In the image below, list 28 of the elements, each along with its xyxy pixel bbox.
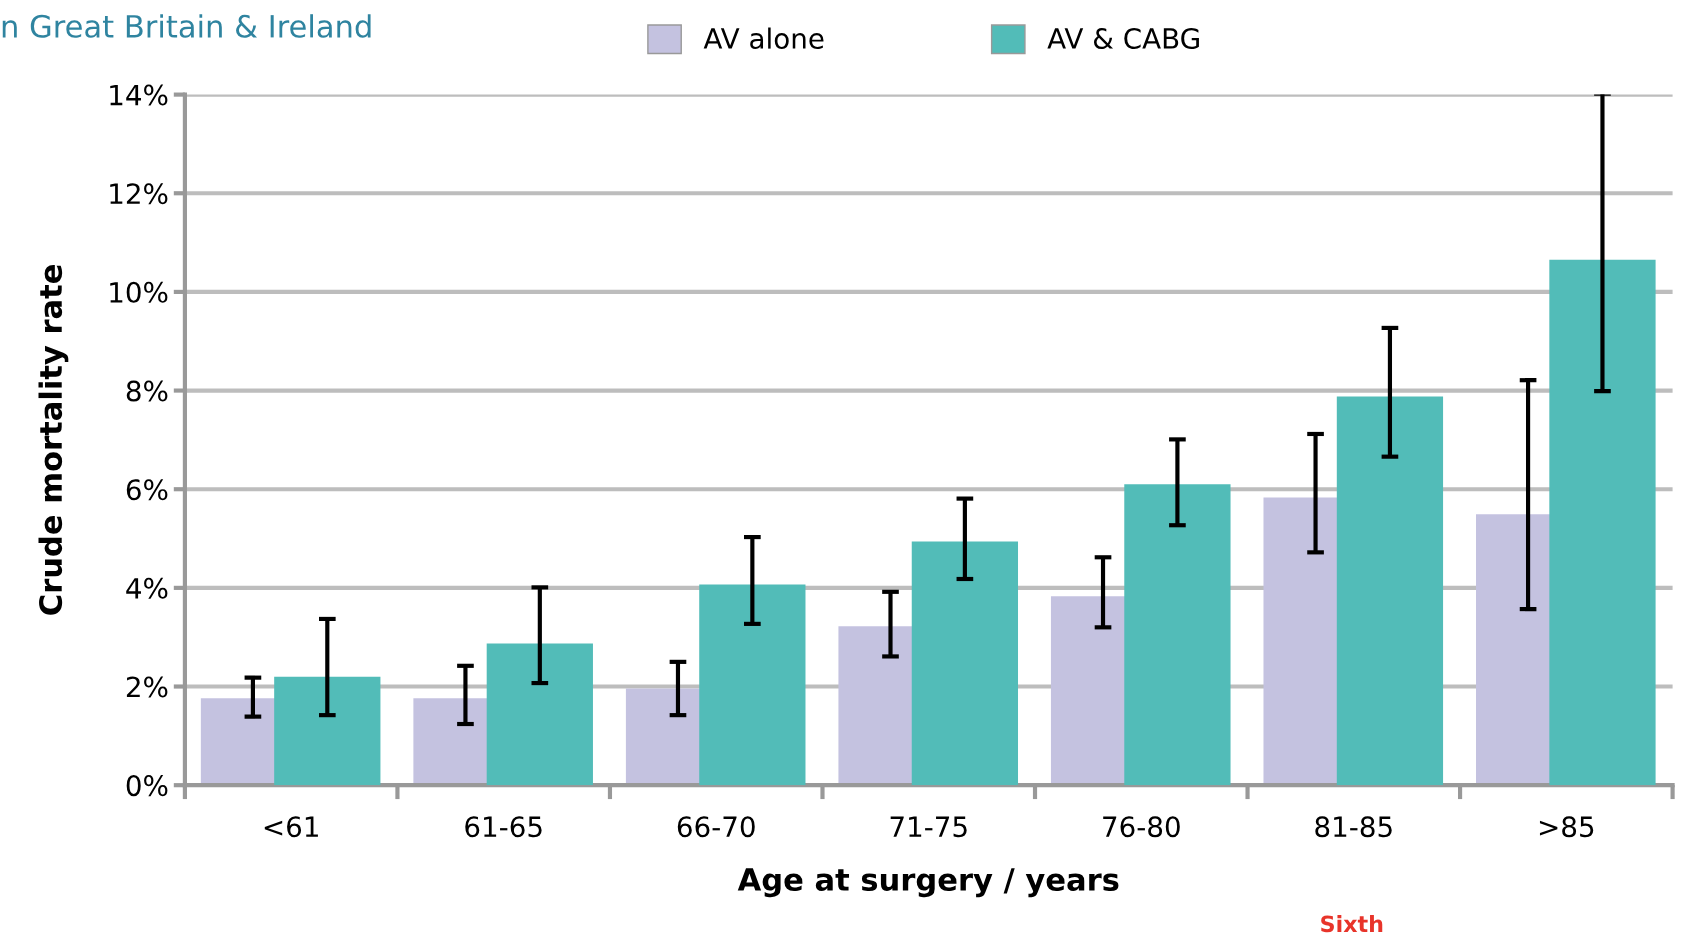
x-tick-label: 71-75 — [890, 816, 967, 838]
x-tick-label: <61 — [264, 816, 318, 838]
bar — [699, 584, 806, 786]
bar — [486, 643, 593, 786]
bar — [274, 676, 381, 786]
x-tick-label: 61-65 — [465, 816, 542, 838]
y-axis-title: Crude mortality rate — [38, 265, 69, 615]
legend-label: AV alone — [703, 27, 824, 50]
x-tick-label: 76-80 — [1103, 816, 1180, 838]
bar — [911, 541, 1019, 786]
x-tick-label: 81-85 — [1315, 816, 1392, 838]
x-axis-title: Age at surgery / years — [737, 868, 1119, 898]
text: Sixth — [1321, 915, 1383, 933]
y-tick-label: 0% — [126, 775, 168, 797]
x-tick-label: 66-70 — [677, 816, 755, 838]
bar — [1124, 484, 1231, 786]
y-tick-label: 10% — [110, 281, 168, 303]
y-tick-label: 2% — [126, 676, 168, 698]
bar — [1336, 396, 1444, 786]
y-tick-label: 12% — [110, 183, 168, 205]
x-tick-label: >85 — [1539, 816, 1594, 838]
y-tick-label: 6% — [126, 479, 168, 501]
bar — [1549, 259, 1656, 786]
y-tick-label: 4% — [126, 577, 168, 599]
y-tick-label: 8% — [126, 380, 168, 402]
legend-label: AV & CABG — [1047, 27, 1199, 50]
chart-title: n Great Britain & Ireland — [2, 14, 371, 38]
y-tick-label: 14% — [110, 84, 168, 106]
